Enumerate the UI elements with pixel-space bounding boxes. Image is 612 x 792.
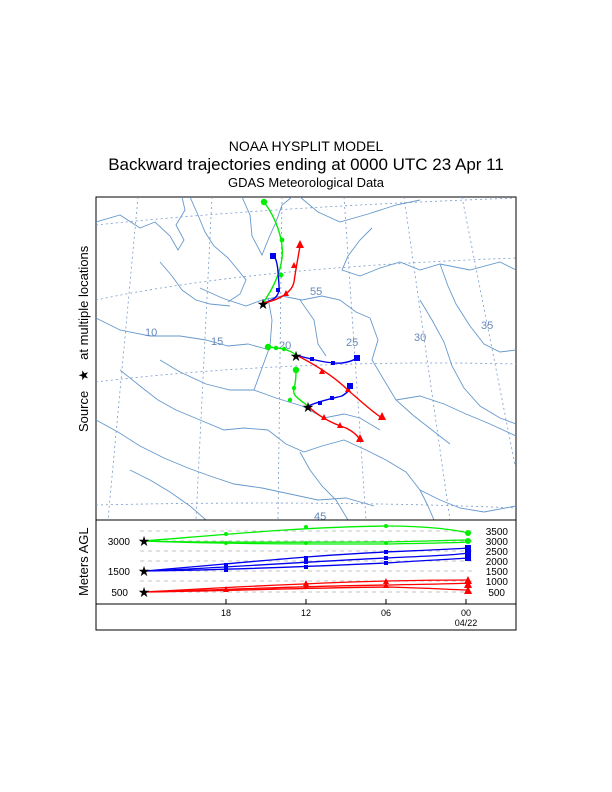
right-level-2000: 2000 (486, 557, 509, 568)
profile-red-b (143, 582, 469, 593)
source-star-north: ★ (257, 296, 270, 312)
marker-triangle (296, 240, 304, 248)
right-level-3000: 3000 (486, 537, 509, 548)
marker-square (354, 355, 360, 361)
model-title: NOAA HYSPLIT MODEL (228, 138, 384, 154)
map-panel: 10 15 20 25 30 35 55 45 (95, 196, 517, 523)
profile-star-3000: ★ (138, 533, 151, 549)
svg-text:Source ★ at multip: Source ★ at multiple locations (76, 245, 91, 432)
time-tick-labels: 18 12 06 00 04/22 (221, 608, 477, 628)
profile-green-c (143, 540, 469, 545)
marker-triangle (337, 422, 343, 428)
marker-square (270, 253, 276, 259)
marker-circle (287, 397, 293, 403)
right-level-3500: 3500 (486, 527, 509, 538)
side-label-rest: at multiple locations (76, 245, 91, 360)
profile-red-c (143, 586, 469, 593)
marker-triangle (319, 368, 325, 374)
lat-label-45: 45 (314, 511, 326, 523)
map-boundaries (96, 197, 516, 520)
right-level-1000: 1000 (486, 577, 509, 588)
left-level-1500: 1500 (108, 567, 131, 578)
source-star-middle: ★ (290, 348, 303, 364)
profile-star-1500: ★ (138, 563, 151, 579)
map-markers (260, 198, 386, 442)
lon-label-30: 30 (414, 332, 426, 344)
marker-triangle (378, 412, 386, 420)
marker-square (331, 361, 335, 365)
left-level-3000: 3000 (108, 537, 131, 548)
marker-circle (281, 346, 287, 352)
profile-frame (95, 519, 517, 631)
marker-square (330, 396, 334, 400)
profile-red-a (143, 579, 469, 593)
marker-square (347, 383, 353, 389)
left-level-labels: 3000 1500 500 (108, 537, 131, 599)
lon-label-25: 25 (346, 337, 358, 349)
lat-label-55: 55 (310, 286, 322, 298)
marker-triangle (321, 414, 327, 420)
side-label-source: Source (76, 391, 91, 432)
traj-south-low (307, 405, 361, 441)
y-axis-label: Meters AGL (76, 527, 91, 596)
profile-blue-a (143, 547, 469, 572)
right-level-500: 500 (488, 588, 505, 599)
profile-green-a (143, 525, 469, 542)
marker-square (276, 288, 280, 292)
profile-blue-c (143, 557, 469, 572)
marker-square (318, 401, 322, 405)
profile-markers (223, 524, 472, 594)
marker-triangle (356, 434, 364, 442)
met-data-title: GDAS Meteorological Data (227, 175, 385, 190)
marker-circle (278, 272, 284, 278)
tick-label-18: 18 (221, 608, 231, 618)
marker-circle (273, 345, 279, 351)
profile-lines (143, 525, 469, 593)
profile-star-500: ★ (138, 584, 151, 600)
marker-square (310, 357, 314, 361)
side-label-star: ★ (76, 370, 91, 382)
marker-circle (292, 366, 300, 374)
marker-circle (291, 385, 297, 391)
right-level-labels: 3500 3000 2500 2000 1500 1000 500 (486, 527, 509, 599)
graticule-labels: 10 15 20 25 30 35 55 45 (145, 286, 493, 523)
traj-north-low (262, 245, 301, 304)
lon-label-15: 15 (211, 336, 223, 348)
profile-source-stars: ★ ★ ★ (138, 533, 151, 600)
map-frame (95, 196, 517, 521)
source-star-south: ★ (302, 399, 315, 415)
source-side-label: Source ★ at multiple locations (76, 245, 91, 432)
traj-north-high (262, 201, 283, 304)
tick-label-06: 06 (381, 608, 391, 618)
trajectory-title: Backward trajectories ending at 0000 UTC… (108, 155, 504, 174)
marker-triangle (291, 262, 297, 268)
left-level-500: 500 (111, 588, 128, 599)
date-label: 04/22 (455, 618, 478, 628)
right-level-1500: 1500 (486, 567, 509, 578)
right-level-2500: 2500 (486, 547, 509, 558)
marker-circle (264, 343, 272, 351)
source-stars: ★ ★ ★ (257, 296, 315, 415)
lon-label-35: 35 (481, 320, 493, 332)
marker-triangle (283, 290, 289, 296)
traj-north-mid (262, 255, 280, 304)
time-ticks (225, 599, 467, 604)
lon-label-10: 10 (145, 327, 157, 339)
tick-label-12: 12 (301, 608, 311, 618)
marker-circle (279, 237, 285, 243)
tick-label-00: 00 (461, 608, 471, 618)
profile-blue-b (143, 552, 469, 572)
profile-panel: 18 12 06 00 04/22 (76, 519, 517, 631)
marker-circle (260, 198, 268, 206)
y-axis-label-group: Meters AGL (76, 527, 91, 596)
